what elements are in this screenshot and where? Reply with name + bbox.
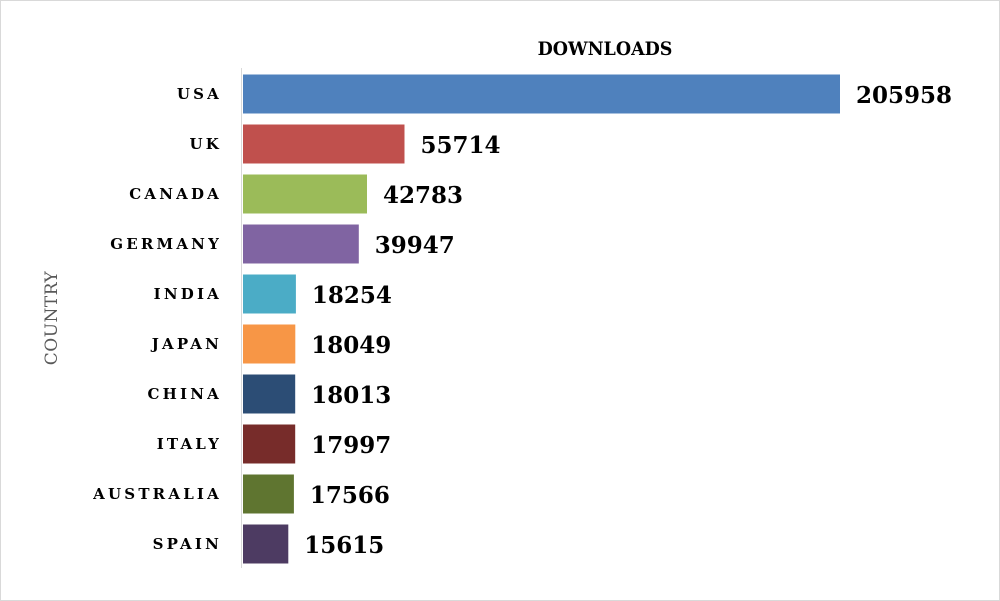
category-label-uk: UK (189, 135, 222, 153)
bar-italy (243, 424, 296, 464)
value-label-china: 18013 (311, 382, 391, 409)
value-label-canada: 42783 (383, 182, 463, 209)
value-label-italy: 17997 (311, 432, 391, 459)
value-label-india: 18254 (312, 282, 392, 309)
value-label-uk: 55714 (421, 132, 501, 159)
bars: USA 205958 UK 55714 CANADA 42783 GERMANY 39947 I… (92, 74, 952, 564)
value-label-spain: 15615 (304, 532, 384, 559)
bar-china (243, 374, 296, 414)
bar-canada (243, 174, 367, 214)
category-label-australia: AUSTRALIA (92, 485, 222, 503)
bar-uk (243, 124, 405, 164)
value-label-australia: 17566 (310, 482, 390, 509)
chart-title: DOWNLOADS (537, 38, 673, 60)
bar-usa (243, 74, 840, 114)
category-label-canada: CANADA (129, 185, 222, 203)
value-label-japan: 18049 (311, 332, 391, 359)
value-label-germany: 39947 (375, 232, 455, 259)
bar-australia (243, 474, 294, 514)
category-label-spain: SPAIN (153, 535, 222, 553)
category-label-japan: JAPAN (150, 335, 222, 353)
value-label-usa: 205958 (856, 82, 952, 109)
category-label-italy: ITALY (157, 435, 222, 453)
bar-spain (243, 524, 289, 564)
category-label-germany: GERMANY (110, 235, 222, 253)
bar-japan (243, 324, 296, 364)
bar-germany (243, 224, 359, 264)
category-label-china: CHINA (148, 385, 222, 403)
category-label-usa: USA (177, 85, 222, 103)
category-label-india: INDIA (154, 285, 222, 303)
bar-india (243, 274, 296, 314)
